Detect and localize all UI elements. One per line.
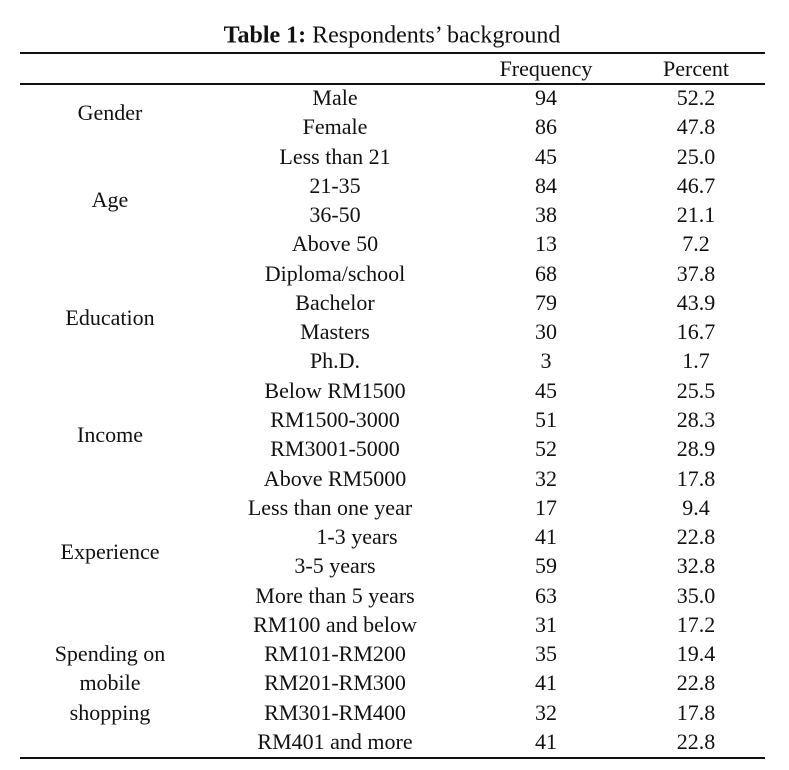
row-percent: 21.1 <box>676 202 716 228</box>
category-label: Experience <box>60 538 160 564</box>
category-label: Spending on <box>54 641 166 667</box>
bottom-rule <box>20 757 765 759</box>
row-subcategory: 1-3 years <box>316 524 398 550</box>
row-percent: 16.7 <box>676 319 716 345</box>
category-label: mobile <box>79 670 141 696</box>
row-subcategory: Less than one year <box>247 494 413 520</box>
row-percent: 17.8 <box>676 699 716 725</box>
row-percent: 37.8 <box>676 260 716 286</box>
category-label: Age <box>91 187 129 213</box>
row-frequency: 45 <box>535 377 557 403</box>
row-frequency: 94 <box>535 85 557 110</box>
row-percent: 32.8 <box>676 553 716 579</box>
row-frequency: 31 <box>535 611 557 637</box>
row-subcategory: 36-50 <box>309 202 361 228</box>
row-frequency: 41 <box>535 728 557 754</box>
row-frequency: 41 <box>535 670 557 696</box>
row-frequency: 13 <box>535 231 557 257</box>
row-subcategory: RM201-RM300 <box>264 670 406 696</box>
row-frequency: 38 <box>535 202 557 228</box>
row-percent: 17.2 <box>676 611 716 637</box>
row-frequency: 59 <box>535 553 557 579</box>
table-title: Table 1: Respondents’ background <box>224 23 561 50</box>
row-frequency: 68 <box>535 260 557 286</box>
row-subcategory: Above 50 <box>291 231 379 257</box>
row-percent: 19.4 <box>676 641 716 667</box>
row-subcategory: Male <box>312 85 358 110</box>
top-rule <box>20 52 765 54</box>
row-percent: 47.8 <box>676 114 716 140</box>
row-frequency: 84 <box>535 172 557 198</box>
row-subcategory: RM3001-5000 <box>270 436 400 462</box>
row-percent: 9.4 <box>682 494 710 520</box>
row-frequency: 45 <box>535 143 557 169</box>
row-percent: 28.3 <box>676 406 716 432</box>
row-frequency: 17 <box>535 494 557 520</box>
row-percent: 35.0 <box>676 582 716 608</box>
row-percent: 25.0 <box>676 143 716 169</box>
row-subcategory: Less than 21 <box>279 143 391 169</box>
row-frequency: 30 <box>535 319 557 345</box>
row-subcategory: Diploma/school <box>264 260 406 286</box>
category-label: shopping <box>69 699 151 725</box>
table-label: Table 1: <box>223 22 307 49</box>
row-frequency: 35 <box>535 641 557 667</box>
row-subcategory: 3-5 years <box>294 553 376 579</box>
row-percent: 17.8 <box>676 465 716 491</box>
row-frequency: 86 <box>535 114 557 140</box>
row-subcategory: Female <box>302 114 368 140</box>
row-frequency: 32 <box>535 699 557 725</box>
row-percent: 46.7 <box>676 172 716 198</box>
row-percent: 43.9 <box>676 289 716 315</box>
header-rule <box>20 83 765 85</box>
row-percent: 28.9 <box>676 436 716 462</box>
category-label: Gender <box>77 99 143 125</box>
category-label: Income <box>77 421 143 447</box>
row-percent: 52.2 <box>676 85 716 110</box>
category-label: Education <box>65 304 155 330</box>
row-frequency: 32 <box>535 465 557 491</box>
table-caption: Respondents’ background <box>306 22 561 49</box>
row-percent: 25.5 <box>676 377 716 403</box>
row-subcategory: RM301-RM400 <box>264 699 406 725</box>
row-percent: 1.7 <box>682 348 710 374</box>
row-frequency: 3 <box>540 348 552 374</box>
row-subcategory: Above RM5000 <box>263 465 407 491</box>
row-frequency: 63 <box>535 582 557 608</box>
row-subcategory: Ph.D. <box>309 348 361 374</box>
row-frequency: 41 <box>535 524 557 550</box>
row-subcategory: RM101-RM200 <box>264 641 406 667</box>
row-percent: 7.2 <box>682 231 710 257</box>
row-subcategory: More than 5 years <box>255 582 415 608</box>
header-percent: Percent <box>663 56 729 81</box>
row-percent: 22.8 <box>676 728 716 754</box>
row-subcategory: RM401 and more <box>257 728 413 754</box>
row-subcategory: Masters <box>300 319 370 345</box>
row-subcategory: RM1500-3000 <box>270 406 400 432</box>
row-frequency: 79 <box>535 289 557 315</box>
row-percent: 22.8 <box>676 524 716 550</box>
row-percent: 22.8 <box>676 670 716 696</box>
header-frequency: Frequency <box>499 56 593 81</box>
row-frequency: 52 <box>535 436 557 462</box>
row-subcategory: Bachelor <box>295 289 375 315</box>
row-subcategory: 21-35 <box>309 172 361 198</box>
row-frequency: 51 <box>535 406 557 432</box>
row-subcategory: RM100 and below <box>253 611 417 637</box>
row-subcategory: Below RM1500 <box>264 377 406 403</box>
